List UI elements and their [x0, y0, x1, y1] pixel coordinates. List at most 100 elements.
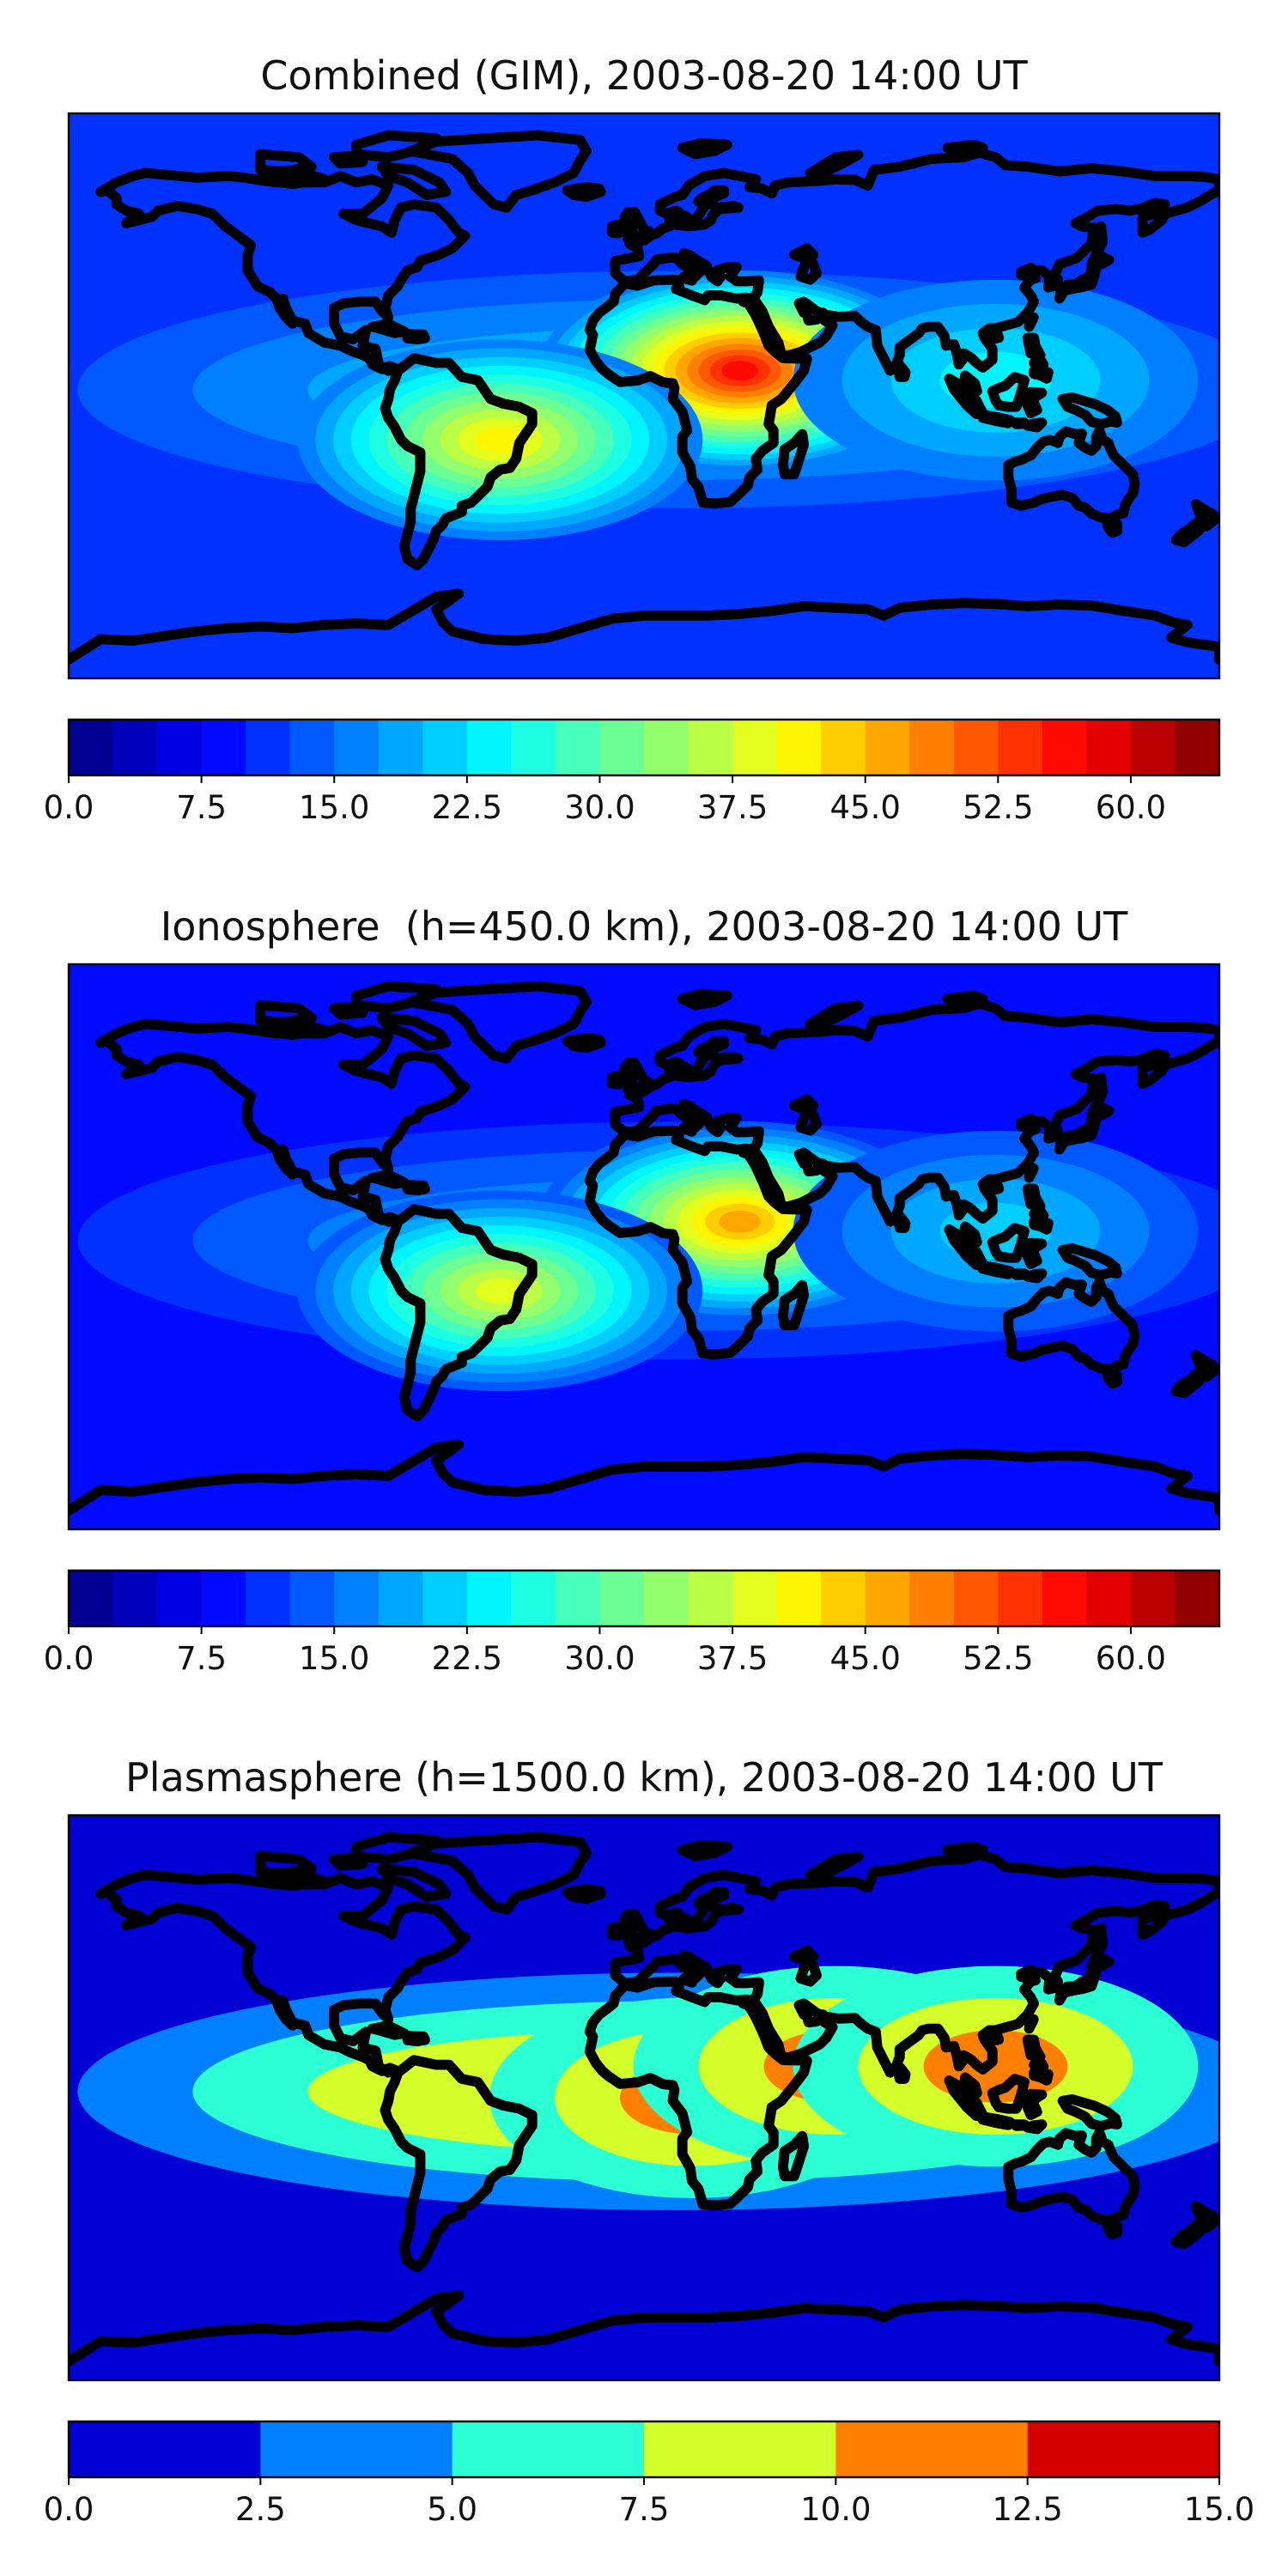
colorbar-band	[289, 1571, 335, 1626]
colorbar-tick-label: 7.5	[176, 789, 227, 826]
colorbar-tick-label: 0.0	[44, 1640, 94, 1677]
colorbar-tick-label: 37.5	[697, 1640, 768, 1677]
colorbar-band	[422, 1571, 468, 1626]
colorbar-tick-label: 30.0	[564, 1640, 635, 1677]
colorbar-tick-label: 10.0	[800, 2491, 871, 2528]
panel-title: Plasmasphere (h=1500.0 km), 2003-08-20 1…	[125, 1754, 1163, 1801]
hotspot-contour	[475, 427, 526, 453]
colorbar-band	[466, 1571, 512, 1626]
colorbar-tick-label: 7.5	[619, 2491, 670, 2528]
colorbar-tick-label: 52.5	[963, 1640, 1033, 1677]
colorbar-band	[260, 2421, 453, 2477]
colorbar-tick-label: 22.5	[432, 1640, 502, 1677]
colorbar-band	[1086, 720, 1132, 775]
colorbar-tick-label: 60.0	[1096, 789, 1166, 826]
colorbar-band	[69, 1571, 114, 1626]
colorbar-band	[865, 1571, 910, 1626]
colorbar-band	[378, 720, 423, 775]
colorbar-band	[201, 720, 246, 775]
colorbar-band	[201, 1571, 246, 1626]
colorbar-band	[378, 1571, 423, 1626]
colorbar: 0.0 7.5 15.0 22.5 30.0 37.5 45.0 52.5 60.0	[44, 718, 1221, 826]
colorbar-band	[112, 1571, 158, 1626]
colorbar-band	[998, 720, 1043, 775]
colorbar-band	[953, 720, 999, 775]
colorbar-band	[732, 1571, 778, 1626]
colorbar-band	[909, 1571, 955, 1626]
colorbar-band	[157, 1571, 203, 1626]
heat-layer	[69, 964, 1219, 1529]
colorbar-band	[644, 2421, 836, 2477]
colorbar-tick-label: 15.0	[299, 1640, 369, 1677]
colorbar-band	[422, 720, 468, 775]
tec-map	[69, 113, 1219, 678]
colorbar-tick-label: 12.5	[992, 2491, 1062, 2528]
colorbar-tick-label: 7.5	[176, 1640, 227, 1677]
colorbar-band	[998, 1571, 1043, 1626]
colorbar-band	[688, 720, 733, 775]
colorbar-band	[599, 720, 645, 775]
colorbar-band	[1175, 720, 1220, 775]
colorbar-band	[246, 720, 291, 775]
colorbar: 0.0 7.5 15.0 22.5 30.0 37.5 45.0 52.5 60.0	[44, 1569, 1221, 1677]
colorbar-band	[1175, 1571, 1220, 1626]
hotspot-contour	[719, 1210, 761, 1233]
colorbar-band	[821, 720, 866, 775]
colorbar-band	[835, 2421, 1029, 2477]
colorbar-band	[776, 1571, 822, 1626]
colorbar-band	[776, 720, 822, 775]
map-frame	[67, 1814, 1221, 2382]
colorbar-frame	[67, 718, 1221, 777]
map-frame	[67, 963, 1221, 1531]
colorbar-band	[511, 1571, 556, 1626]
colorbar-band	[1130, 720, 1176, 775]
colorbar-band	[1042, 720, 1087, 775]
colorbar-band	[865, 720, 910, 775]
colorbar-band	[452, 2421, 645, 2477]
tec-map	[69, 964, 1219, 1529]
panel-title: Ionosphere (h=450.0 km), 2003-08-20 14:0…	[161, 903, 1128, 950]
colorbar-tick-label: 52.5	[963, 789, 1033, 826]
colorbar-band	[732, 720, 778, 775]
colorbar-tick-label: 0.0	[44, 2491, 94, 2528]
colorbar-tick-label: 15.0	[299, 789, 369, 826]
hotspot-contour	[475, 1278, 526, 1304]
colorbar-tick-label: 37.5	[697, 789, 768, 826]
colorbar-band	[555, 720, 601, 775]
colorbar-tick-label: 45.0	[829, 789, 900, 826]
colorbar-frame	[67, 1569, 1221, 1628]
colorbar-tick-label: 0.0	[44, 789, 94, 826]
colorbar-band	[112, 720, 158, 775]
colorbar-band	[821, 1571, 866, 1626]
colorbar-band	[511, 720, 556, 775]
colorbar-tick-label: 2.5	[235, 2491, 286, 2528]
panel-title: Combined (GIM), 2003-08-20 14:00 UT	[260, 52, 1028, 99]
colorbar-band	[157, 720, 203, 775]
colorbar-tick-label: 5.0	[427, 2491, 477, 2528]
panel-combined: Combined (GIM), 2003-08-20 14:00 UT 0.0 7…	[44, 52, 1221, 826]
colorbar-band	[1042, 1571, 1087, 1626]
colorbar-band	[69, 2421, 261, 2477]
colorbar-band	[644, 1571, 690, 1626]
colorbar-band	[246, 1571, 291, 1626]
colorbar-band	[289, 720, 335, 775]
tec-map	[69, 1815, 1219, 2380]
panel-plasmasphere: Plasmasphere (h=1500.0 km), 2003-08-20 1…	[44, 1754, 1255, 2528]
colorbar-band	[1027, 2421, 1220, 2477]
colorbar-band	[953, 1571, 999, 1626]
colorbar-band	[909, 720, 955, 775]
hotspot-contour	[721, 361, 759, 381]
colorbar-tick-label: 22.5	[432, 789, 502, 826]
colorbar-tick-label: 30.0	[564, 789, 635, 826]
colorbar-band	[599, 1571, 645, 1626]
colorbar-band	[69, 720, 114, 775]
map-frame	[67, 112, 1221, 680]
colorbar-band	[644, 720, 690, 775]
panel-ionosphere: Ionosphere (h=450.0 km), 2003-08-20 14:0…	[44, 903, 1221, 1677]
colorbar-band	[466, 720, 512, 775]
colorbar-band	[334, 1571, 380, 1626]
colorbar-band	[1086, 1571, 1132, 1626]
colorbar-tick-label: 15.0	[1184, 2491, 1255, 2528]
colorbar-band	[688, 1571, 733, 1626]
